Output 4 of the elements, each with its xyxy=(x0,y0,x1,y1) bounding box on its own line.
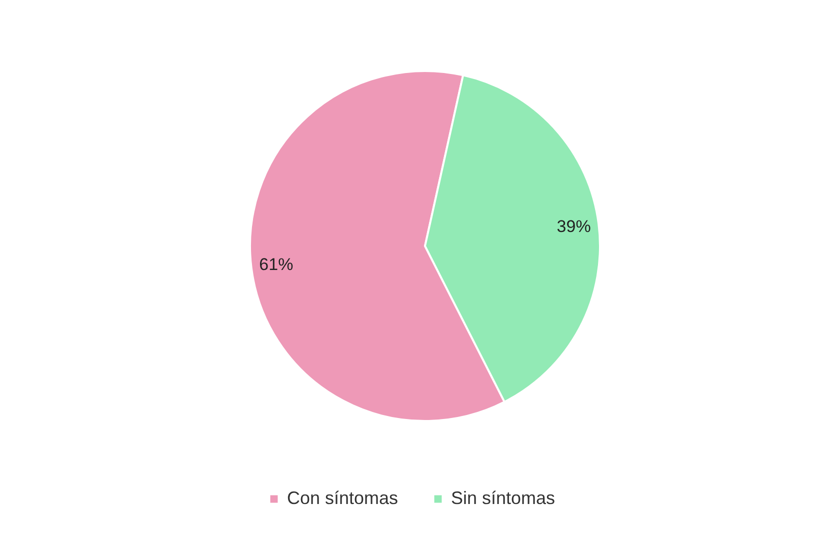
data-label: 39% xyxy=(556,217,591,236)
data-label: 61% xyxy=(259,254,294,274)
legend-label: Con síntomas xyxy=(287,488,398,508)
legend-label: Sin síntomas xyxy=(451,488,556,508)
